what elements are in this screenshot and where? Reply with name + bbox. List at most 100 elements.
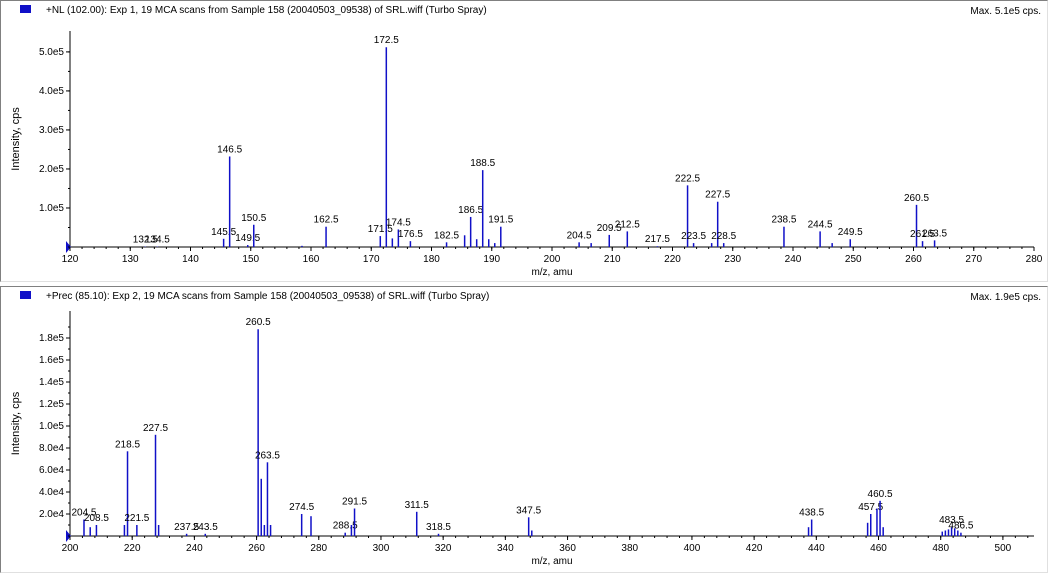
x-tick-label: 170 [363,254,380,265]
peak-label: 182.5 [434,230,459,241]
peak-label: 191.5 [488,215,513,226]
peak-label: 237.5 [174,522,199,533]
y-tick-label: 2.0e4 [39,509,64,520]
x-tick-label: 380 [621,543,638,554]
x-tick-label: 190 [483,254,500,265]
x-tick-label: 210 [604,254,621,265]
peak-label: 188.5 [470,158,495,169]
peak-label: 291.5 [342,497,367,508]
x-tick-label: 400 [684,543,701,554]
x-tick-label: 140 [182,254,199,265]
peak-label: 457.5 [858,502,883,513]
y-tick-label: 2.0e5 [39,164,64,175]
peak-label: 318.5 [426,522,451,533]
x-tick-label: 270 [965,254,982,265]
peak-label: 145.5 [211,227,236,238]
y-tick-label: 1.0e5 [39,421,64,432]
y-tick-label: 1.2e5 [39,399,64,410]
x-tick-label: 460 [870,543,887,554]
y-tick-label: 6.0e4 [39,465,64,476]
peak-label: 222.5 [675,173,700,184]
peak-label: 174.5 [386,217,411,228]
x-tick-label: 120 [62,254,79,265]
peak-label: 212.5 [615,219,640,230]
y-tick-label: 1.8e5 [39,333,64,344]
x-axis-label: m/z, amu [531,556,572,567]
x-tick-label: 220 [664,254,681,265]
peak-label: 244.5 [808,219,833,230]
peak-label: 162.5 [314,215,339,226]
peak-label: 176.5 [398,229,423,240]
peak-label: 223.5 [681,231,706,242]
spectrum-plot-2: 2.0e4 4.0e4 6.0e4 8.0e4 1.0e5 1.2e5 1.4e5 1.6e5… [10,311,1034,567]
peak-label: 460.5 [868,489,893,500]
peak-label: 221.5 [124,513,149,524]
y-axis-label: Intensity, cps [10,391,22,455]
peak-label: 263.5 [255,450,280,461]
peak-label: 261.5 [910,229,935,240]
y-tick-label: 4.0e5 [39,86,64,97]
peak-label: 134.5 [145,235,170,246]
peak-label: 186.5 [458,205,483,216]
x-tick-label: 250 [845,254,862,265]
x-axis-label: m/z, amu [531,267,572,278]
x-tick-label: 220 [124,543,141,554]
x-tick-label: 180 [423,254,440,265]
x-tick-label: 230 [724,254,741,265]
peak-label: 486.5 [948,521,973,532]
peak-label: 209.5 [597,223,622,234]
x-tick-label: 260 [248,543,265,554]
x-tick-label: 480 [932,543,949,554]
x-tick-label: 280 [310,543,327,554]
spectrum-panel-1: +NL (102.00): Exp 1, 19 MCA scans from S… [0,0,1048,282]
y-tick-label: 1.0e5 [39,203,64,214]
x-tick-label: 340 [497,543,514,554]
max-intensity-label: Max. 5.1e5 cps. [970,6,1041,17]
peak-label: 217.5 [645,234,670,245]
x-tick-label: 200 [62,543,79,554]
x-tick-label: 500 [995,543,1012,554]
x-tick-label: 420 [746,543,763,554]
x-tick-label: 200 [544,254,561,265]
chart-title: +NL (102.00): Exp 1, 19 MCA scans from S… [46,5,487,16]
peak-label: 149.5 [235,233,260,244]
x-tick-label: 320 [435,543,452,554]
peak-label: 238.5 [771,215,796,226]
y-tick-label: 3.0e5 [39,125,64,136]
peak-label: 260.5 [246,317,271,328]
x-tick-label: 130 [122,254,139,265]
y-tick-label: 5.0e5 [39,47,64,58]
peak-label: 243.5 [193,522,218,533]
peak-label: 249.5 [838,227,863,238]
x-tick-label: 300 [373,543,390,554]
x-tick-label: 160 [303,254,320,265]
peak-label: 204.5 [71,508,96,519]
y-axis-label: Intensity, cps [10,107,22,171]
peak-label: 288.5 [333,521,358,532]
x-tick-label: 440 [808,543,825,554]
x-tick-label: 240 [785,254,802,265]
peak-label: 227.5 [705,190,730,201]
y-tick-label: 1.4e5 [39,377,64,388]
y-tick-label: 8.0e4 [39,443,64,454]
peak-label: 172.5 [374,35,399,46]
legend-swatch-icon [20,291,31,299]
peak-label: 274.5 [289,502,314,513]
legend-swatch-icon [20,5,31,13]
spectrum-plot-1: 1.0e5 2.0e5 3.0e5 4.0e5 5.0e5 120 130 140 150 160… [10,31,1043,278]
x-tick-label: 360 [559,543,576,554]
peak-label: 227.5 [143,423,168,434]
x-tick-label: 240 [186,543,203,554]
peak-label: 228.5 [711,231,736,242]
peak-label: 263.5 [922,228,947,239]
x-tick-label: 150 [242,254,259,265]
peak-label: 311.5 [405,500,430,511]
peak-label: 483.5 [939,515,964,526]
peak-label: 150.5 [241,213,266,224]
peak-label: 204.5 [567,230,592,241]
spectrum-panel-2: +Prec (85.10): Exp 2, 19 MCA scans from … [0,286,1048,573]
y-tick-label: 1.6e5 [39,355,64,366]
peak-label: 260.5 [904,193,929,204]
chart-title: +Prec (85.10): Exp 2, 19 MCA scans from … [46,291,490,302]
peak-label: 171.5 [368,224,393,235]
